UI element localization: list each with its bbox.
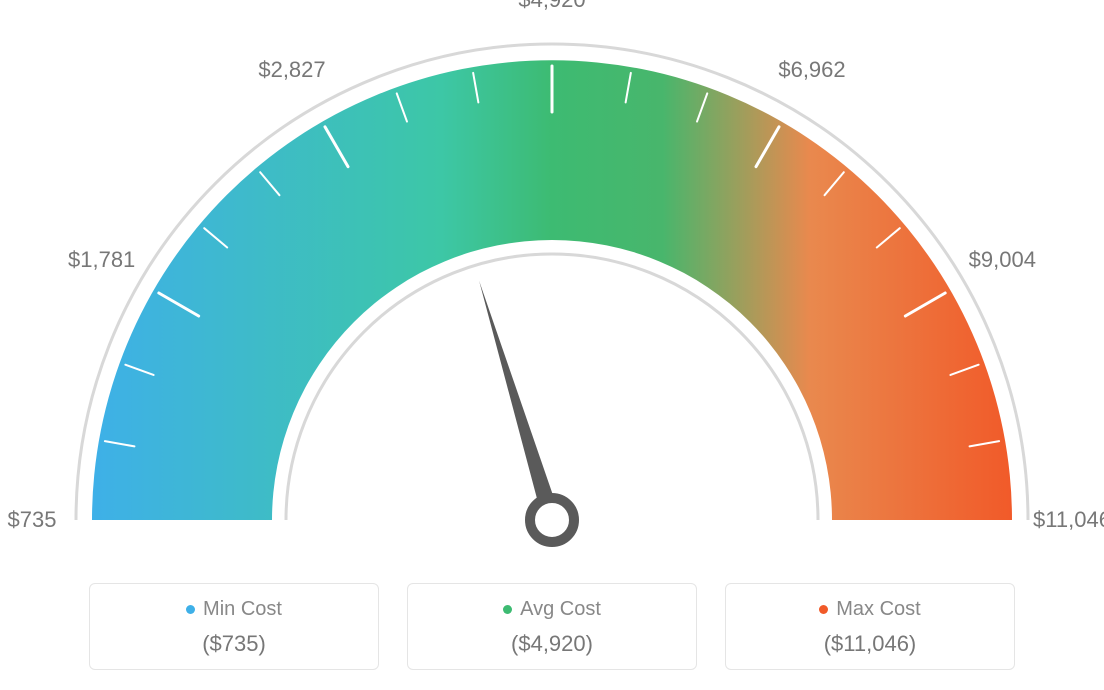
gauge-tick-label: $4,920 [518, 0, 585, 13]
legend-label: Avg Cost [520, 598, 601, 621]
legend-value: ($11,046) [736, 631, 1004, 657]
dot-icon [186, 605, 195, 614]
legend-label-row: Min Cost [100, 598, 368, 621]
legend-row: Min Cost ($735) Avg Cost ($4,920) Max Co… [0, 583, 1104, 670]
gauge-tick-label: $2,827 [258, 57, 325, 83]
legend-label-row: Avg Cost [418, 598, 686, 621]
legend-value: ($4,920) [418, 631, 686, 657]
gauge-tick-label: $11,046 [1033, 507, 1104, 533]
legend-card-max: Max Cost ($11,046) [725, 583, 1015, 670]
dot-icon [819, 605, 828, 614]
legend-value: ($735) [100, 631, 368, 657]
legend-label-row: Max Cost [736, 598, 1004, 621]
legend-label: Max Cost [836, 598, 920, 621]
gauge-chart: $735 $1,781 $2,827 $4,920 $6,962 $9,004 $11,04… [0, 0, 1104, 560]
cost-gauge-widget: $735 $1,781 $2,827 $4,920 $6,962 $9,004 $11,04… [0, 0, 1104, 690]
legend-card-min: Min Cost ($735) [89, 583, 379, 670]
legend-label: Min Cost [203, 598, 282, 621]
dot-icon [503, 605, 512, 614]
gauge-tick-label: $6,962 [778, 57, 845, 83]
gauge-svg [0, 0, 1104, 560]
gauge-tick-label: $1,781 [68, 247, 135, 273]
gauge-tick-label: $735 [8, 507, 57, 533]
legend-card-avg: Avg Cost ($4,920) [407, 583, 697, 670]
gauge-tick-label: $9,004 [969, 247, 1036, 273]
